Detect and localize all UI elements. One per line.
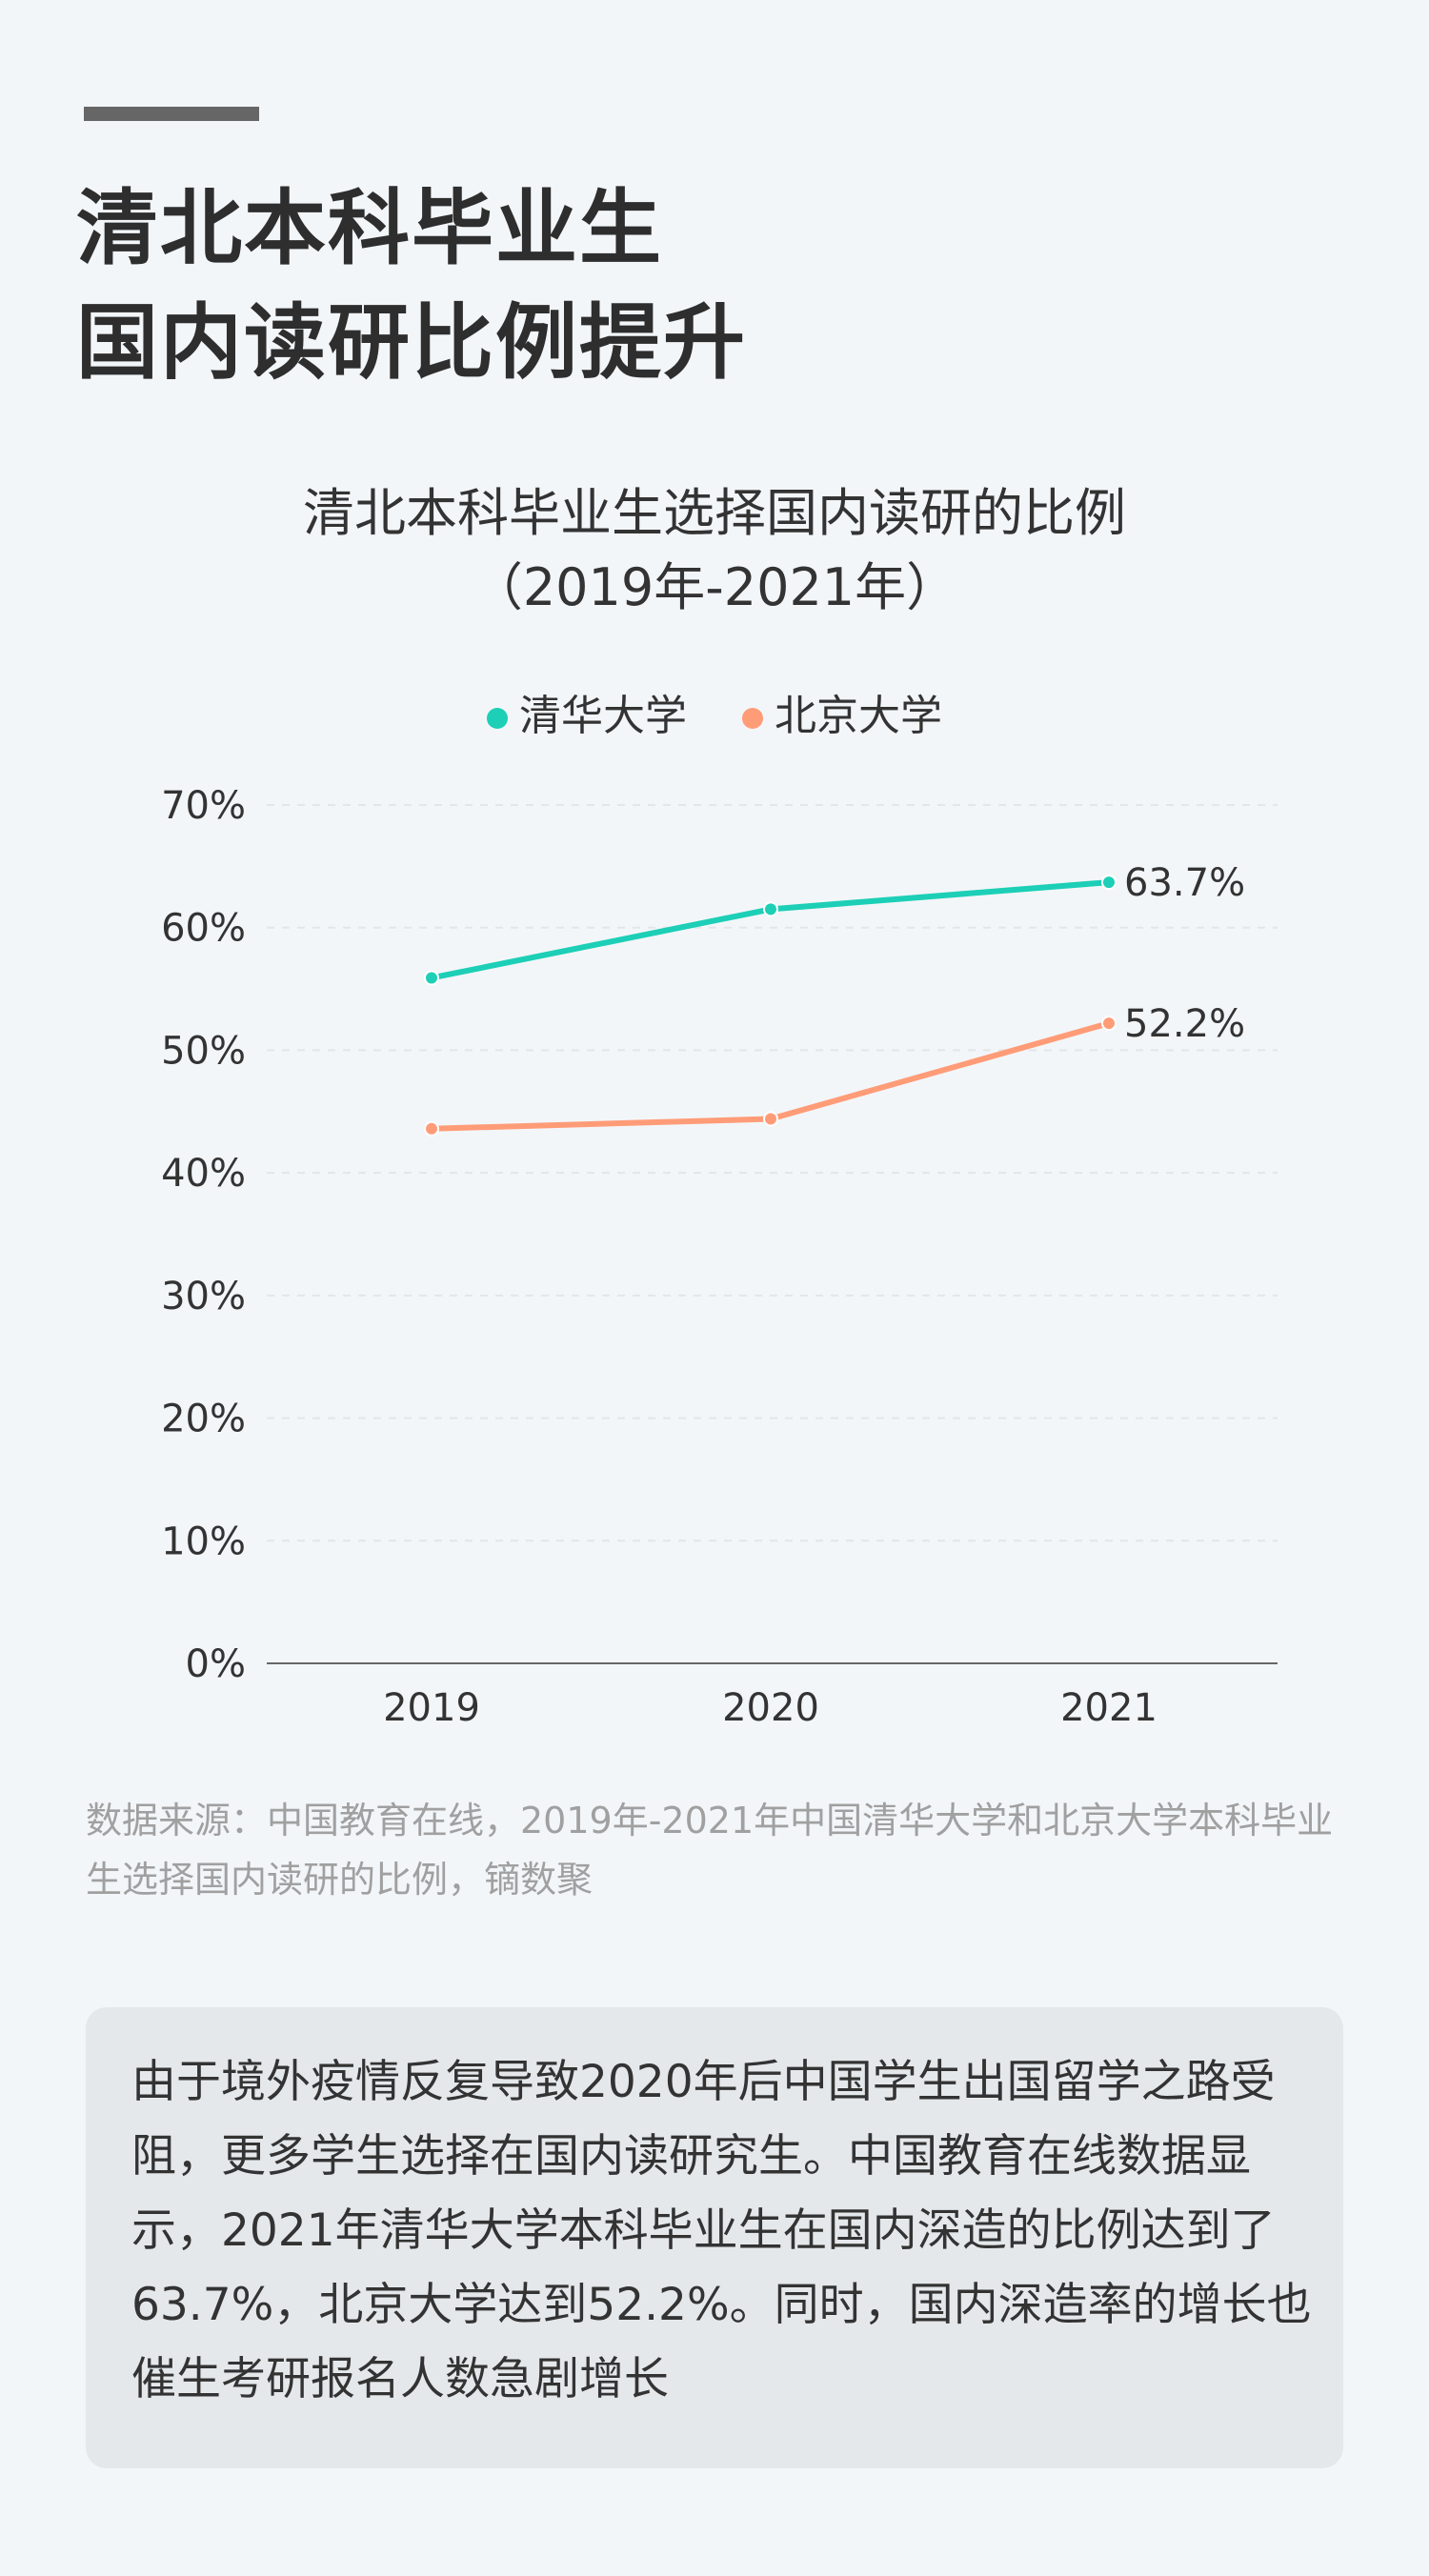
data-point	[1101, 1016, 1117, 1032]
data-label: 52.2%	[1124, 1002, 1245, 1046]
summary-text: 由于境外疫情反复导致2020年后中国学生出国留学之路受阻，更多学生选择在国内读研…	[131, 2056, 1312, 2405]
source-note: 数据来源：中国教育在线，2019年-2021年中国清华大学和北京大学本科毕业生选…	[86, 1800, 1334, 1901]
legend-item-tsinghua: 清华大学	[487, 681, 687, 742]
y-tick-label: 30%	[161, 1275, 246, 1318]
y-tick-label: 10%	[161, 1519, 246, 1563]
legend-dot	[742, 708, 763, 729]
legend-dot	[487, 708, 508, 729]
y-tick-label: 0%	[186, 1642, 246, 1686]
y-tick-label: 60%	[161, 907, 246, 951]
data-point	[424, 1120, 439, 1137]
data-point	[424, 970, 439, 986]
y-tick-label: 70%	[161, 784, 246, 828]
x-tick-label: 2021	[1060, 1686, 1157, 1730]
x-tick-label: 2019	[383, 1686, 480, 1730]
chart-title-text: 清北本科毕业生选择国内读研的比例	[303, 483, 1126, 543]
data-label: 63.7%	[1124, 861, 1245, 905]
data-point	[1101, 875, 1117, 891]
chart-title: 清北本科毕业生选择国内读研的比例 （2019年-2021年）	[0, 476, 1429, 625]
y-tick-label: 20%	[161, 1398, 246, 1441]
page-title: 清北本科毕业生 国内读研比例提升	[76, 171, 747, 400]
line-chart: 0% 10% 20% 30% 40% 50% 60% 70% 2019 2020 2021 63.7%…	[161, 784, 1278, 1730]
y-tick-label: 40%	[161, 1152, 246, 1196]
data-point	[763, 901, 778, 917]
title-line-1: 清北本科毕业生	[76, 181, 663, 276]
legend: 清华大学 北京大学	[0, 681, 1429, 742]
series-line-0	[431, 879, 1110, 981]
chart-subtitle: （2019年-2021年）	[471, 557, 958, 617]
y-tick-label: 50%	[161, 1029, 246, 1073]
x-tick-label: 2020	[722, 1686, 819, 1730]
data-point	[763, 1111, 778, 1127]
legend-label: 清华大学	[519, 692, 687, 740]
summary-box: 由于境外疫情反复导致2020年后中国学生出国留学之路受阻，更多学生选择在国内读研…	[86, 2007, 1343, 2468]
title-accent-bar	[84, 107, 259, 121]
title-line-2: 国内读研比例提升	[76, 295, 747, 391]
legend-label: 北京大学	[775, 692, 942, 740]
legend-item-pku: 北京大学	[742, 681, 942, 742]
